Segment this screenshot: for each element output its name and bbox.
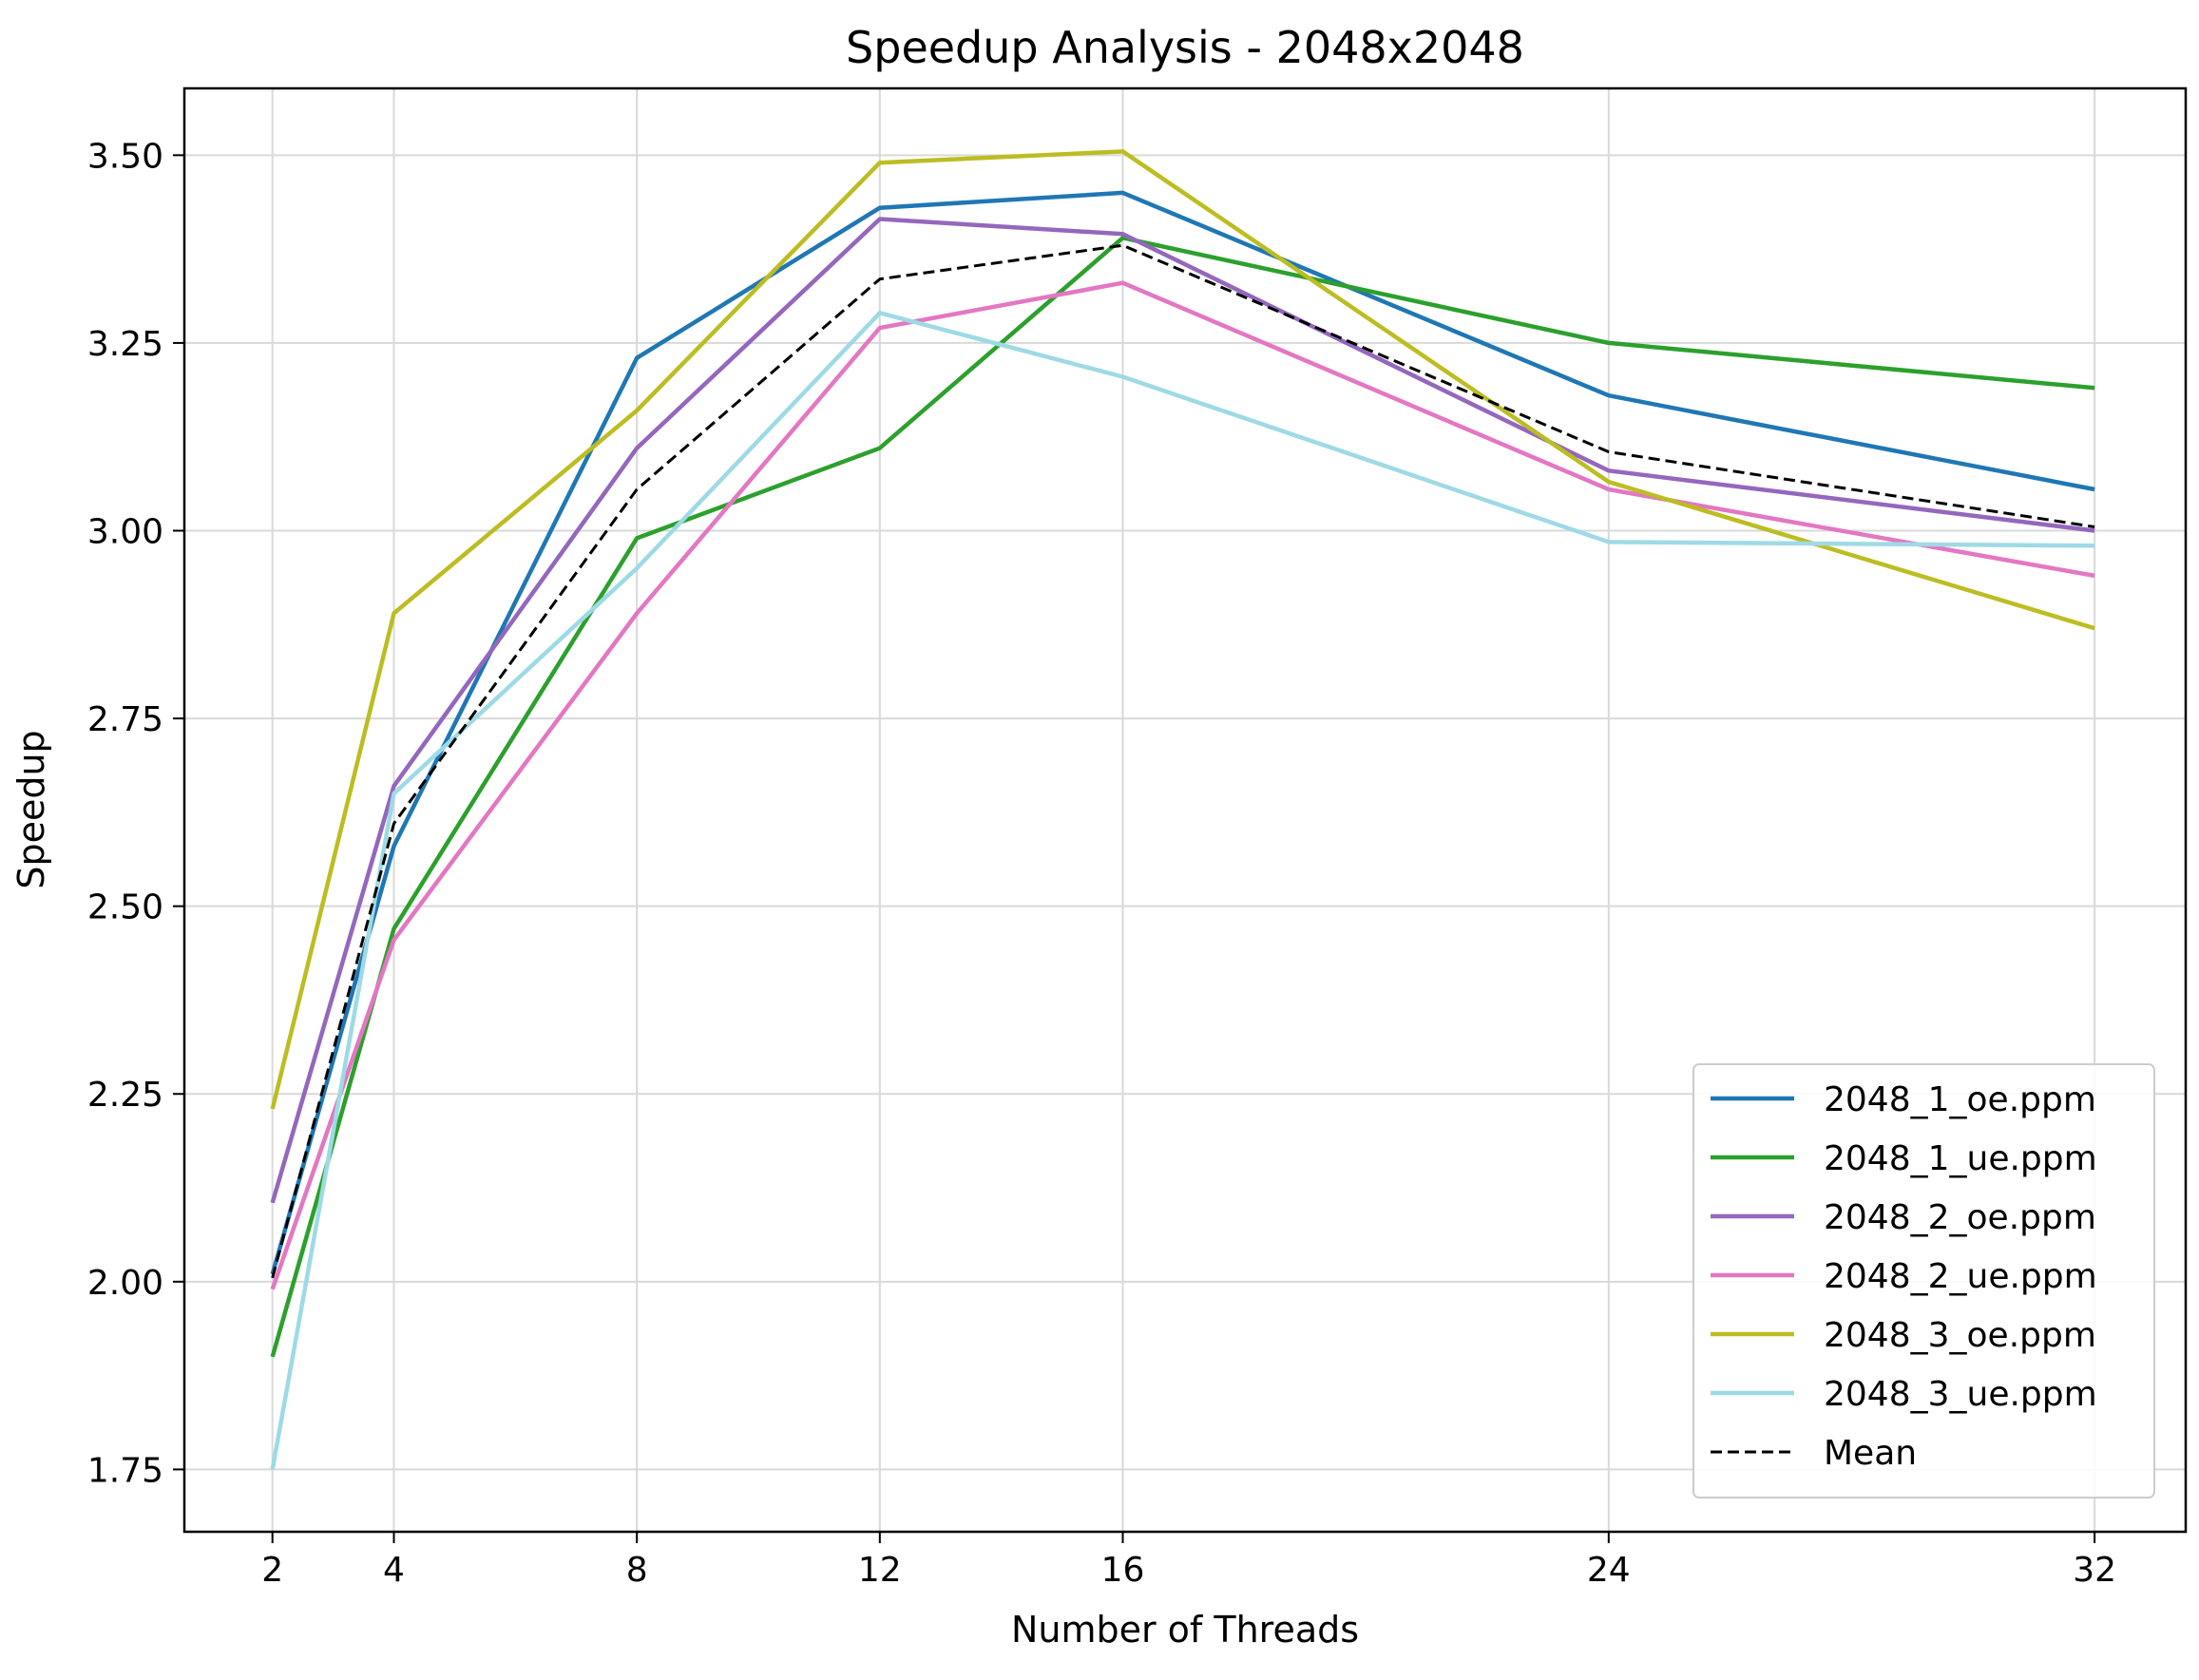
x-tick-label: 32 (2073, 1551, 2116, 1590)
series-line-0 (270, 190, 2095, 1275)
chart-title: Speedup Analysis - 2048x2048 (846, 22, 1524, 73)
y-tick-label: 2.50 (87, 888, 163, 927)
legend-label: 2048_1_ue.ppm (1824, 1139, 2097, 1178)
legend-label: 2048_1_oe.ppm (1824, 1080, 2096, 1119)
legend-label: 2048_2_ue.ppm (1824, 1257, 2097, 1296)
legend-label: 2048_2_oe.ppm (1824, 1198, 2096, 1237)
y-tick-label: 3.25 (87, 325, 163, 364)
x-tick-label: 2 (261, 1551, 283, 1590)
y-tick-label: 3.00 (87, 513, 163, 552)
y-tick-label: 2.25 (87, 1076, 163, 1115)
x-axis: 2 4 8 12 16 24 32 (261, 1532, 2116, 1590)
y-tick-label: 2.75 (87, 700, 163, 739)
y-axis: 1.75 2.00 2.25 2.50 2.75 3.00 3.25 3.50 (87, 137, 184, 1490)
y-tick-label: 2.00 (87, 1264, 163, 1303)
series-line-6 (271, 243, 2095, 1279)
legend-label: Mean (1824, 1434, 1917, 1473)
series-line-4 (270, 149, 2095, 1110)
series-lines (270, 149, 2095, 1470)
legend: 2048_1_oe.ppm 2048_1_ue.ppm 2048_2_oe.ppm 2… (1692, 1063, 2155, 1499)
legend-label: 2048_3_ue.ppm (1824, 1375, 2097, 1414)
series-line-5 (270, 311, 2095, 1470)
series-line-2 (270, 217, 2095, 1204)
x-axis-label: Number of Threads (1011, 1609, 1359, 1651)
y-tick-label: 3.50 (87, 137, 163, 176)
legend-label: 2048_3_oe.ppm (1824, 1316, 2096, 1355)
x-tick-label: 24 (1587, 1551, 1631, 1590)
x-tick-label: 12 (858, 1551, 902, 1590)
legend-box (1692, 1063, 2155, 1499)
x-tick-label: 8 (626, 1551, 648, 1590)
y-tick-label: 1.75 (87, 1451, 163, 1490)
series-line-1 (270, 236, 2095, 1358)
plot-frame (182, 86, 2188, 1534)
series-line-3 (270, 280, 2095, 1290)
y-axis-label: Speedup (10, 730, 52, 888)
x-tick-label: 16 (1101, 1551, 1145, 1590)
x-tick-label: 4 (383, 1551, 405, 1590)
